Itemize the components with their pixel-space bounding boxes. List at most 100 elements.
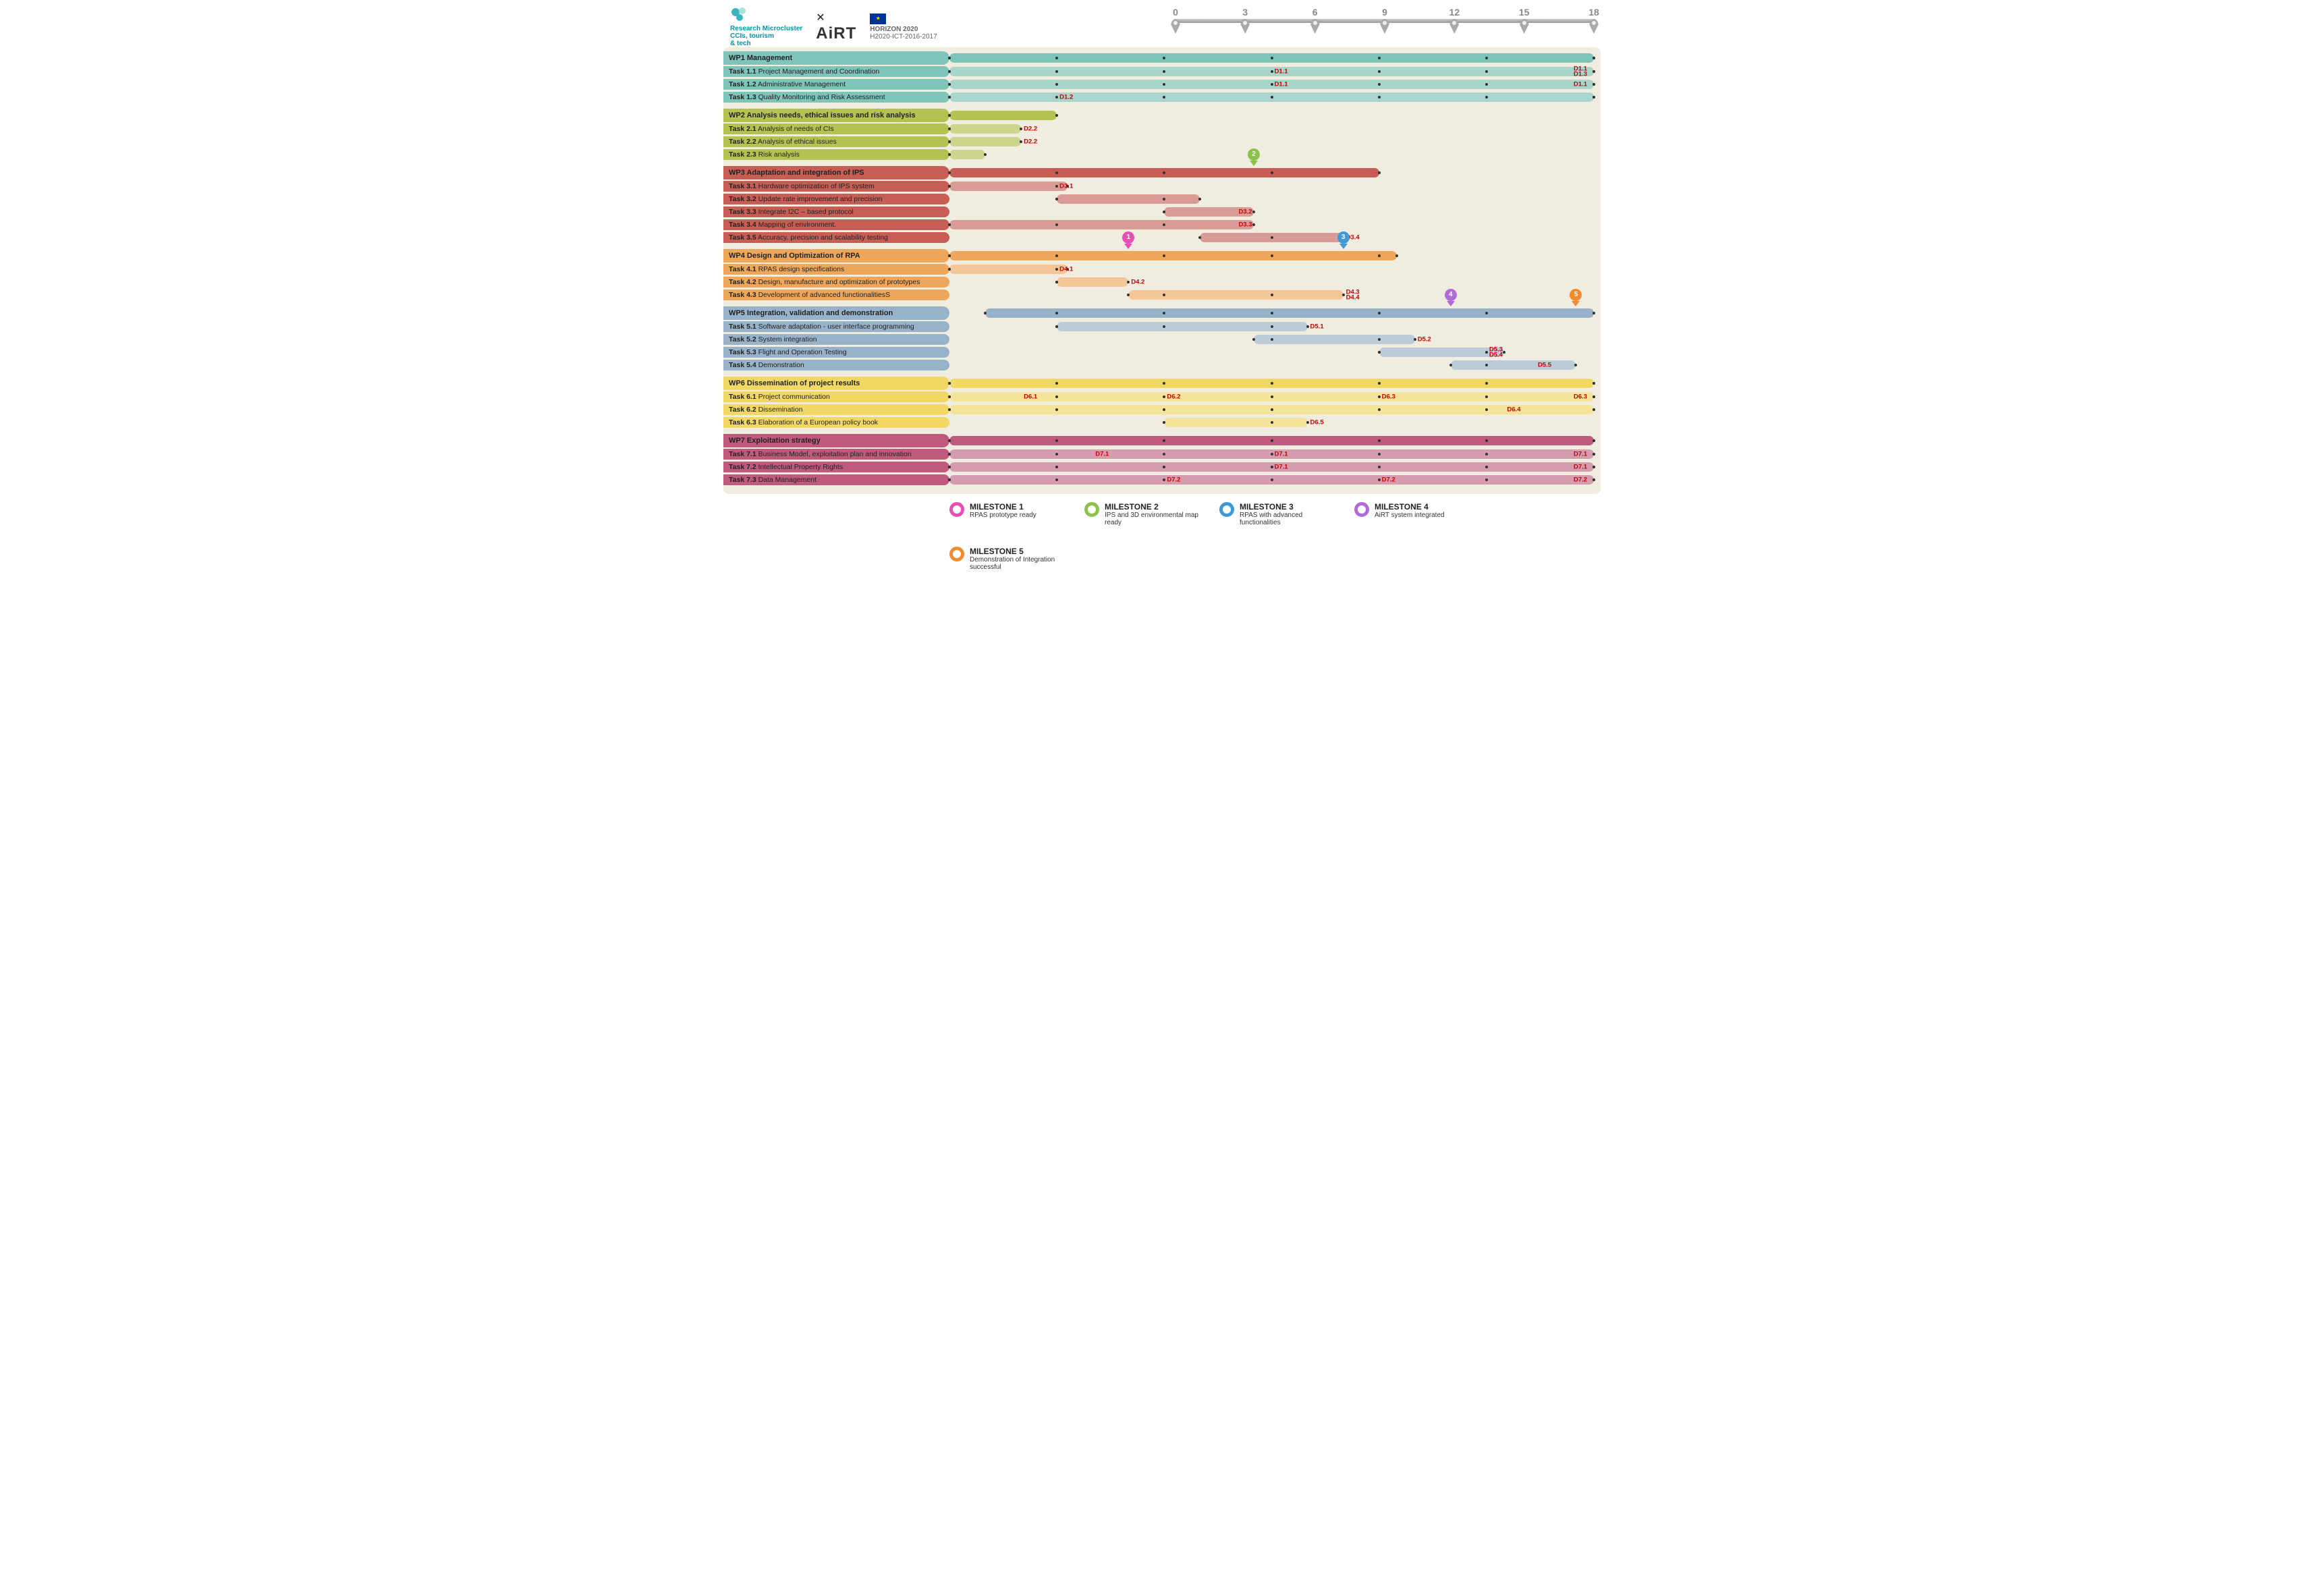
deliverable-label: D7.2: [1382, 476, 1395, 484]
month-dot: [1055, 96, 1058, 99]
milestones-legend: MILESTONE 1RPAS prototype readyMILESTONE…: [949, 502, 1601, 571]
month-dot: [1271, 478, 1273, 481]
task-label: Task 6.1 Project communication: [723, 391, 949, 402]
timeline-tick-6: 6: [1308, 7, 1322, 34]
month-dot: [1163, 395, 1165, 398]
month-dot: [1378, 57, 1381, 59]
month-dot: [1378, 83, 1381, 86]
gantt-bar: [1057, 194, 1200, 204]
month-dot: [1378, 96, 1381, 99]
month-dot: [1485, 453, 1488, 456]
month-dot: [1055, 453, 1058, 456]
wp-header-wp1: WP1 Management: [723, 51, 949, 65]
deliverable-label: D5.2: [1418, 336, 1431, 343]
month-dot: [1055, 268, 1058, 271]
deliverable-label: D6.5: [1310, 419, 1324, 426]
deliverable-label: D4.1: [1059, 266, 1073, 273]
month-dot: [1163, 382, 1165, 385]
month-dot: [1378, 254, 1381, 257]
month-dot: [1271, 236, 1273, 239]
month-dot: [1271, 395, 1273, 398]
month-dot: [1271, 382, 1273, 385]
horizon2020-logo: ★ HORIZON 2020H2020-ICT-2016-2017: [870, 13, 937, 40]
deliverable-label: D7.1: [1095, 451, 1109, 458]
deliverable-label: D3.3: [1238, 221, 1252, 229]
task-label: Task 2.1 Analysis of needs of CIs: [723, 123, 949, 134]
deliverable-label: D4.2: [1131, 279, 1144, 286]
month-dot: [1055, 223, 1058, 226]
task-label: Task 4.2 Design, manufacture and optimiz…: [723, 277, 949, 287]
month-dot: [1485, 478, 1488, 481]
month-dot: [1271, 312, 1273, 314]
month-dot: [1163, 254, 1165, 257]
task-label: Task 6.3 Elaboration of a European polic…: [723, 417, 949, 428]
task-label: Task 1.1 Project Management and Coordina…: [723, 66, 949, 77]
deliverable-label: D2.2: [1024, 126, 1037, 133]
milestone-marker-2: 2: [1246, 148, 1261, 169]
month-dot: [1055, 70, 1058, 73]
task-label: Task 7.1 Business Model, exploitation pl…: [723, 449, 949, 460]
month-dot: [1163, 83, 1165, 86]
month-dot: [1055, 171, 1058, 174]
legend-milestone-4: MILESTONE 4AiRT system integrated: [1354, 502, 1469, 526]
deliverable-label: D7.1: [1574, 464, 1587, 471]
timeline-tick-15: 15: [1518, 7, 1531, 34]
deliverable-label: D1.2: [1059, 94, 1073, 101]
wp-header-wp4: WP4 Design and Optimization of RPA: [723, 249, 949, 263]
milestone-marker-1: 1: [1121, 231, 1136, 252]
month-dot: [1055, 382, 1058, 385]
timeline-axis: 0369121518: [1175, 7, 1594, 37]
month-dot: [1271, 57, 1273, 59]
wp-header-wp7: WP7 Exploitation strategy: [723, 434, 949, 447]
deliverable-label: D6.4: [1507, 406, 1520, 414]
task-label: Task 6.2 Dissemination: [723, 404, 949, 415]
gantt-bar: [949, 137, 1021, 146]
month-dot: [1378, 382, 1381, 385]
task-label: Task 4.3 Development of advanced functio…: [723, 290, 949, 300]
month-dot: [1163, 294, 1165, 296]
month-dot: [1163, 466, 1165, 468]
task-label: Task 3.4 Mapping of environment.: [723, 219, 949, 230]
month-dot: [1271, 408, 1273, 411]
deliverable-label: D1.3: [1574, 71, 1587, 78]
deliverable-label: D6.3: [1574, 393, 1587, 401]
month-dot: [1485, 408, 1488, 411]
task-label: Task 1.3 Quality Monitoring and Risk Ass…: [723, 92, 949, 103]
legend-milestone-5: MILESTONE 5Demonstration of Integration …: [949, 547, 1064, 571]
month-dot: [1055, 312, 1058, 314]
legend-milestone-3: MILESTONE 3RPAS with advanced functional…: [1219, 502, 1334, 526]
gantt-bar: [985, 308, 1594, 318]
gantt-chart: WP1 ManagementTask 1.1 Project Managemen…: [723, 47, 1601, 494]
task-label: Task 3.1 Hardware optimization of IPS sy…: [723, 181, 949, 192]
airt-logo: ✕AiRT: [816, 11, 856, 43]
month-dot: [1163, 171, 1165, 174]
month-dot: [1485, 312, 1488, 314]
month-dot: [1378, 395, 1381, 398]
gantt-bar: [949, 182, 1068, 191]
month-dot: [1485, 364, 1488, 366]
task-label: Task 4.1 RPAS design specifications: [723, 264, 949, 275]
deliverable-label: D1.1: [1574, 81, 1587, 88]
month-dot: [1485, 439, 1488, 442]
month-dot: [1378, 338, 1381, 341]
month-dot: [1271, 439, 1273, 442]
wp-header-wp6: WP6 Dissemination of project results: [723, 377, 949, 390]
month-dot: [1055, 185, 1058, 188]
task-label: Task 3.3 Integrate I2C – based protocol: [723, 207, 949, 217]
month-dot: [1271, 325, 1273, 328]
month-dot: [1485, 351, 1488, 354]
month-dot: [1485, 466, 1488, 468]
task-label: Task 5.2 System integration: [723, 334, 949, 345]
wp-header-wp2: WP2 Analysis needs, ethical issues and r…: [723, 109, 949, 122]
month-dot: [1055, 478, 1058, 481]
deliverable-label: D6.1: [1024, 393, 1037, 401]
month-dot: [1163, 312, 1165, 314]
deliverable-label: D6.2: [1167, 393, 1180, 401]
month-dot: [1163, 57, 1165, 59]
month-dot: [1271, 421, 1273, 424]
deliverable-label: D5.5: [1538, 362, 1551, 369]
month-dot: [1378, 478, 1381, 481]
month-dot: [1055, 408, 1058, 411]
month-dot: [1163, 70, 1165, 73]
timeline-tick-12: 12: [1447, 7, 1461, 34]
